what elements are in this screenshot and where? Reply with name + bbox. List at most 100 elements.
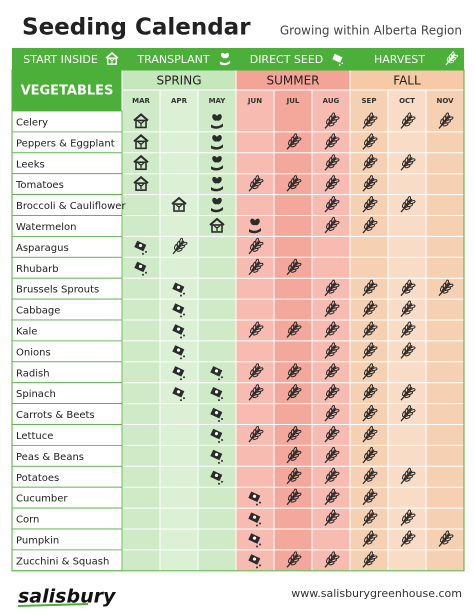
sprout: [137, 183, 145, 190]
grain: [328, 415, 335, 419]
house: [135, 119, 147, 129]
cell-icon: [438, 530, 454, 547]
stem: [438, 533, 451, 547]
grain: [257, 388, 264, 393]
seed: [183, 313, 185, 316]
grain: [331, 558, 337, 563]
grain: [369, 537, 375, 542]
grain: [328, 456, 335, 461]
seed-hole: [214, 473, 219, 478]
cell-icon: [400, 300, 416, 317]
stem: [324, 386, 337, 401]
grain: [369, 488, 373, 495]
grain: [331, 412, 337, 416]
hand: [211, 186, 223, 192]
season-label: SUMMER: [266, 74, 319, 88]
grain: [255, 265, 261, 270]
cell-icon: [324, 384, 340, 401]
grain: [328, 352, 335, 357]
stem: [362, 135, 375, 150]
seed-hole: [176, 348, 181, 352]
grain: [331, 321, 335, 328]
month-label: SEP: [362, 97, 377, 105]
sprout: [175, 203, 183, 211]
cell-icon: [133, 175, 149, 191]
stem: [324, 324, 337, 338]
stem: [362, 365, 375, 380]
grain: [371, 367, 378, 372]
cell-icon: [362, 112, 378, 129]
grain: [293, 488, 297, 495]
cell-icon: [248, 237, 264, 255]
grain: [290, 268, 297, 273]
grain: [333, 346, 340, 351]
grain: [371, 283, 378, 288]
cell-icon: [324, 175, 340, 192]
grain: [371, 430, 378, 434]
seed-hole: [214, 390, 219, 394]
cell-icon: [362, 154, 378, 171]
leaf: [216, 135, 222, 142]
grain: [366, 498, 373, 503]
vegetable-name: Broccoli & Cauliflower: [16, 201, 126, 212]
grain: [179, 244, 185, 249]
cell-icon: [286, 551, 302, 568]
grain: [255, 237, 259, 244]
cell-icon: [324, 342, 340, 359]
cell-icon: [438, 279, 454, 297]
grain: [409, 283, 416, 288]
cell-icon: [400, 279, 416, 297]
grain: [331, 196, 335, 203]
cell-icon: [362, 363, 378, 380]
grain: [451, 57, 457, 61]
legend-bar: [12, 48, 464, 70]
grain: [442, 122, 449, 127]
grain: [252, 268, 259, 273]
grain: [333, 304, 340, 309]
grain: [453, 54, 459, 59]
seed-hole: [138, 243, 143, 248]
grain: [409, 304, 416, 309]
seed-hole: [252, 557, 257, 561]
grain: [407, 112, 411, 119]
seed-hole: [176, 306, 181, 310]
cell-icon: [362, 342, 378, 359]
grain: [366, 310, 373, 315]
cell-icon: [286, 363, 302, 380]
grain: [293, 425, 297, 432]
grain: [333, 471, 340, 476]
stem: [362, 303, 375, 317]
seed-hole: [252, 536, 257, 540]
grain: [255, 363, 259, 370]
corner: [12, 70, 122, 111]
grain: [366, 227, 373, 231]
cell-icon: [324, 279, 340, 297]
stem: [286, 470, 299, 485]
cell-icon: [286, 258, 302, 276]
seed: [218, 440, 220, 443]
stem: [362, 344, 375, 359]
grain: [252, 331, 259, 336]
grain: [295, 367, 302, 372]
footer-url: www.salisburygreenhouse.com: [291, 587, 462, 600]
house: [135, 140, 147, 150]
grain: [407, 391, 413, 396]
stem: [324, 553, 337, 568]
seed: [259, 543, 261, 546]
cell-icon: [324, 425, 340, 443]
grain: [333, 367, 340, 372]
grain: [369, 516, 375, 521]
grain: [369, 224, 375, 228]
cell-icon: [400, 467, 416, 485]
grain: [407, 279, 411, 286]
cell-icon: [248, 554, 261, 569]
grain: [407, 196, 411, 203]
grain: [371, 158, 378, 163]
stem: [324, 491, 337, 506]
grain: [328, 122, 335, 127]
cell-icon: [209, 217, 225, 233]
grain: [369, 307, 375, 312]
grain: [407, 321, 411, 328]
grain: [333, 388, 340, 393]
grain: [331, 495, 337, 500]
